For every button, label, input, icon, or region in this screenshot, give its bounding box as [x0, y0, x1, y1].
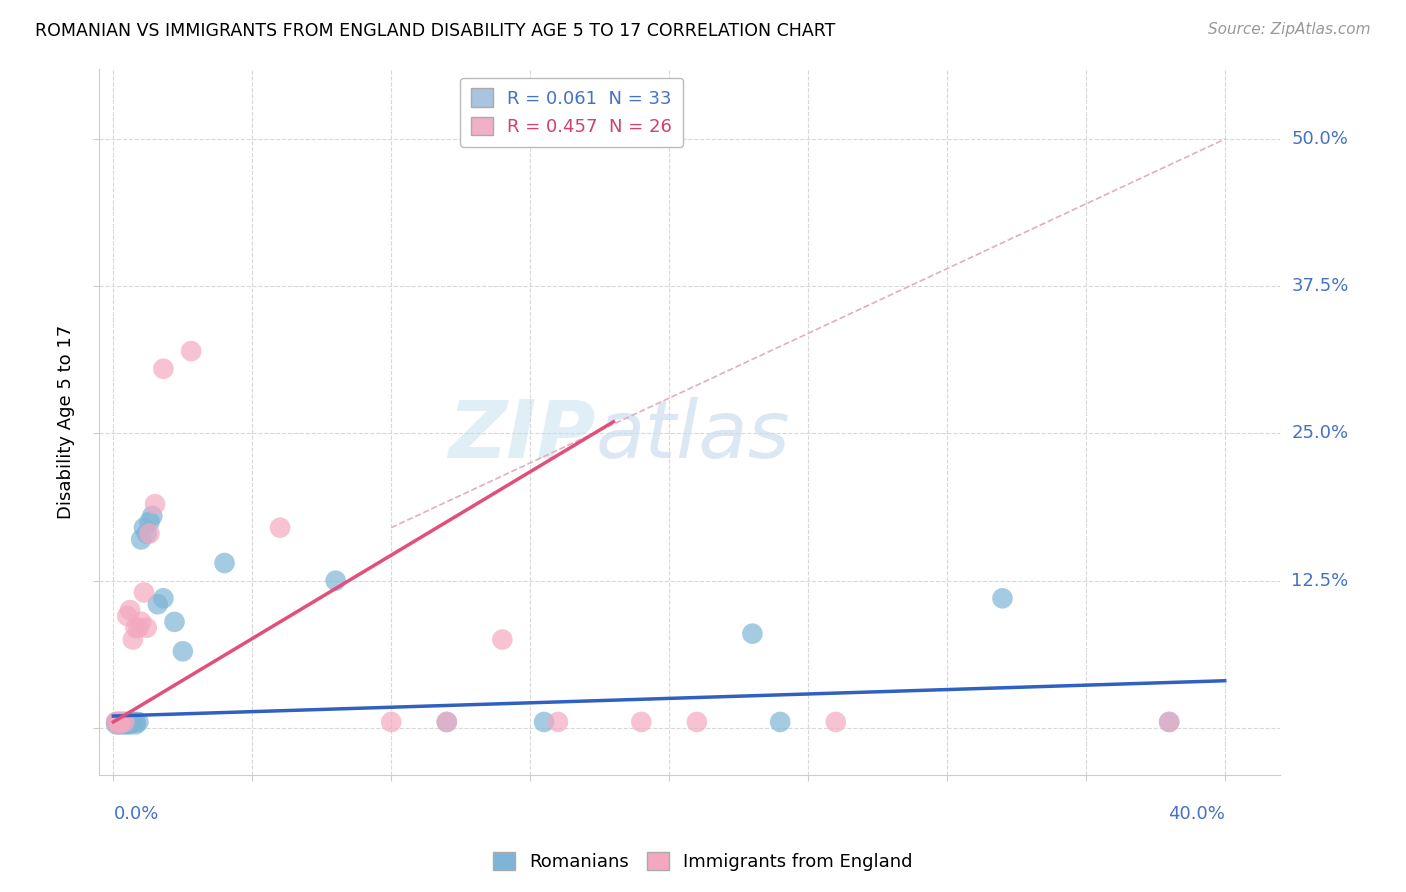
- Point: [118, 714, 141, 729]
- Point: [380, 714, 402, 729]
- Point: [124, 714, 146, 729]
- Point: [111, 717, 134, 731]
- Point: [127, 714, 149, 729]
- Text: 0.0%: 0.0%: [114, 805, 159, 823]
- Point: [114, 714, 136, 729]
- Point: [108, 717, 131, 731]
- Point: [491, 632, 513, 647]
- Legend: R = 0.061  N = 33, R = 0.457  N = 26: R = 0.061 N = 33, R = 0.457 N = 26: [461, 78, 683, 147]
- Y-axis label: Disability Age 5 to 17: Disability Age 5 to 17: [58, 325, 75, 519]
- Point: [152, 591, 174, 606]
- Point: [269, 521, 291, 535]
- Point: [108, 714, 131, 729]
- Point: [630, 714, 652, 729]
- Point: [108, 714, 131, 729]
- Text: 25.0%: 25.0%: [1292, 425, 1348, 442]
- Point: [141, 508, 163, 523]
- Legend: Romanians, Immigrants from England: Romanians, Immigrants from England: [486, 845, 920, 879]
- Point: [114, 717, 136, 731]
- Point: [129, 615, 152, 629]
- Point: [1159, 714, 1181, 729]
- Point: [105, 714, 128, 729]
- Point: [105, 717, 128, 731]
- Point: [146, 597, 169, 611]
- Point: [124, 621, 146, 635]
- Point: [138, 526, 160, 541]
- Point: [1159, 714, 1181, 729]
- Point: [111, 714, 134, 729]
- Point: [117, 714, 139, 729]
- Text: 50.0%: 50.0%: [1292, 130, 1348, 148]
- Point: [180, 344, 202, 359]
- Text: 12.5%: 12.5%: [1292, 572, 1348, 590]
- Point: [138, 515, 160, 529]
- Point: [214, 556, 236, 570]
- Point: [118, 603, 141, 617]
- Point: [135, 621, 157, 635]
- Point: [325, 574, 347, 588]
- Point: [129, 533, 152, 547]
- Point: [824, 714, 846, 729]
- Point: [111, 714, 134, 729]
- Point: [117, 717, 139, 731]
- Point: [108, 717, 131, 731]
- Point: [769, 714, 792, 729]
- Point: [143, 497, 166, 511]
- Point: [127, 621, 149, 635]
- Point: [121, 632, 143, 647]
- Text: 40.0%: 40.0%: [1168, 805, 1225, 823]
- Point: [741, 626, 763, 640]
- Point: [533, 714, 555, 729]
- Text: 37.5%: 37.5%: [1292, 277, 1348, 295]
- Point: [117, 609, 139, 624]
- Text: ZIP: ZIP: [449, 397, 596, 475]
- Point: [547, 714, 569, 729]
- Point: [172, 644, 194, 658]
- Point: [436, 714, 458, 729]
- Point: [105, 714, 128, 729]
- Point: [132, 521, 155, 535]
- Point: [991, 591, 1014, 606]
- Point: [152, 361, 174, 376]
- Text: Source: ZipAtlas.com: Source: ZipAtlas.com: [1208, 22, 1371, 37]
- Text: atlas: atlas: [596, 397, 790, 475]
- Point: [114, 714, 136, 729]
- Point: [118, 717, 141, 731]
- Text: ROMANIAN VS IMMIGRANTS FROM ENGLAND DISABILITY AGE 5 TO 17 CORRELATION CHART: ROMANIAN VS IMMIGRANTS FROM ENGLAND DISA…: [35, 22, 835, 40]
- Point: [163, 615, 186, 629]
- Point: [135, 526, 157, 541]
- Point: [121, 714, 143, 729]
- Point: [124, 717, 146, 731]
- Point: [436, 714, 458, 729]
- Point: [686, 714, 709, 729]
- Point: [132, 585, 155, 599]
